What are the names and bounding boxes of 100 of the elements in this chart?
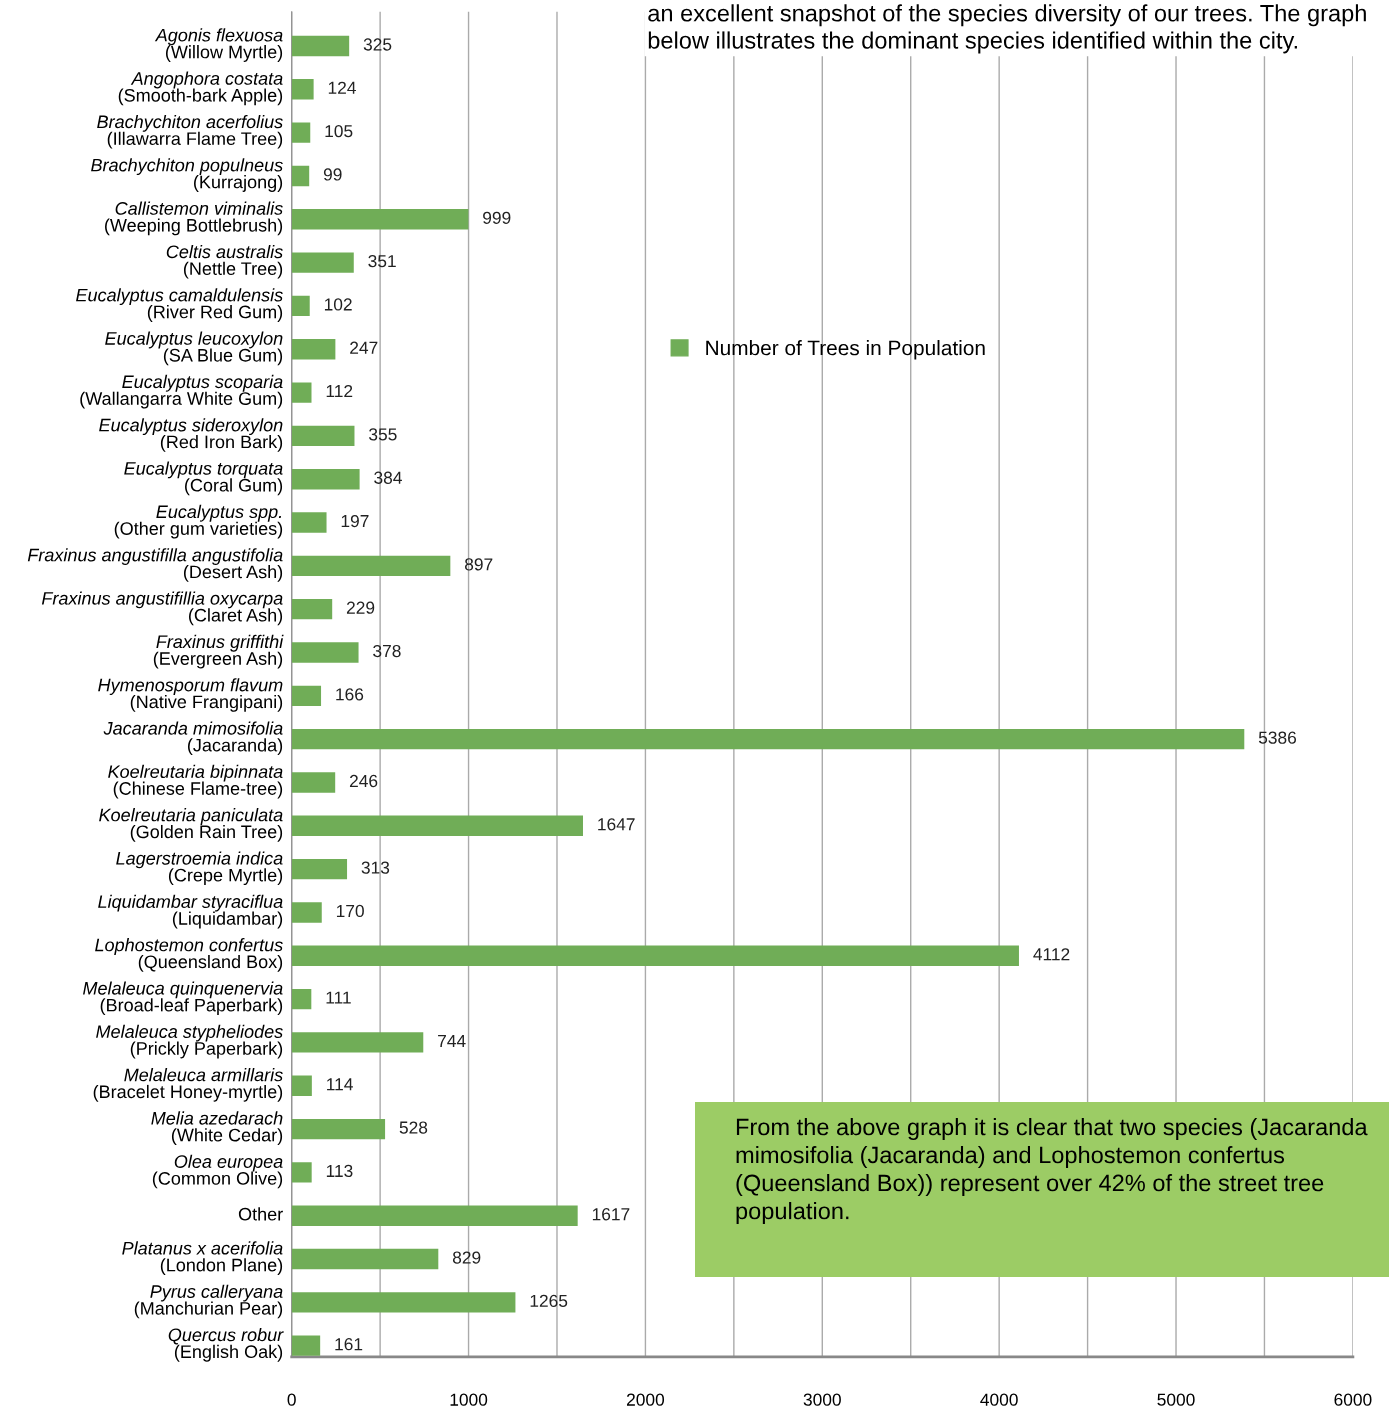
data-label: 897 — [464, 558, 493, 571]
bar — [291, 988, 312, 1010]
y-tick-label: Eucalyptus torquata (Coral Gum) — [124, 461, 283, 496]
y-tick-label: Platanus x acerifolia (London Plane) — [122, 1241, 283, 1275]
bar — [291, 555, 451, 577]
data-label: 246 — [349, 774, 378, 788]
y-tick-label: Liquidambar styraciflua (Liquidambar) — [98, 894, 283, 929]
bar — [291, 1205, 578, 1226]
bar — [291, 772, 336, 793]
bar — [291, 1118, 386, 1140]
bar — [291, 945, 1019, 966]
y-tick-label: Eucalyptus camaldulensis (River Red Gum) — [76, 288, 283, 322]
data-label: 528 — [399, 1121, 428, 1134]
data-label: 1617 — [592, 1208, 630, 1221]
y-tick-label: Melia azedarach (White Cedar) — [151, 1111, 283, 1146]
y-tick-label: Hymenosporum flavum (Native Frangipani) — [98, 678, 283, 712]
bar — [291, 858, 348, 880]
y-tick-label: Eucalyptus leucoxylon (SA Blue Gum) — [105, 331, 283, 366]
data-label: 325 — [363, 38, 392, 51]
y-tick-label: Quercus robur (English Oak) — [168, 1327, 284, 1362]
x-tick-label: 2000 — [626, 1393, 665, 1406]
bar — [291, 1075, 312, 1096]
y-tick-label: Koelreutaria bipinnata (Chinese Flame-tree) — [108, 764, 283, 799]
bar — [291, 902, 322, 923]
y-tick-label: Agonis flexuosa (Willow Myrtle) — [154, 28, 283, 62]
y-tick-label: Jacaranda mimosifolia (Jacaranda) — [103, 721, 283, 756]
bar — [291, 1032, 424, 1053]
data-label: 355 — [369, 428, 397, 441]
y-tick-label: Olea europea (Common Olive) — [152, 1154, 283, 1189]
bar — [291, 79, 314, 100]
data-label: 999 — [483, 211, 511, 224]
bar — [291, 295, 310, 317]
data-label: 124 — [328, 81, 356, 94]
data-label: 197 — [341, 514, 369, 528]
bar — [291, 165, 310, 187]
y-tick-label: Melaleuca armillaris (Bracelet Honey-myrtle) — [93, 1068, 283, 1102]
bar — [291, 1292, 516, 1313]
y-tick-label: Eucalyptus sideroxylon (Red Iron Bark) — [99, 418, 283, 452]
y-tick-label: Lophostemon confertus (Queensland Box) — [95, 938, 283, 972]
data-label: 384 — [374, 471, 402, 484]
data-label: 313 — [361, 861, 390, 874]
bar — [291, 815, 583, 836]
bar — [291, 425, 355, 447]
bar — [291, 1248, 439, 1270]
x-tick-label: 3000 — [803, 1393, 841, 1406]
y-tick-label: Brachychiton populneus (Kurrajong) — [91, 158, 283, 192]
bar — [291, 209, 469, 230]
y-tick-label: Eucalyptus scoparia (Wallangarra White Gum) — [80, 374, 283, 409]
data-label: 111 — [326, 991, 351, 1004]
data-label: 829 — [452, 1251, 481, 1264]
y-tick-label: Callistemon viminalis (Weeping Bottlebrush) — [105, 201, 283, 236]
data-label: 351 — [368, 254, 396, 268]
data-label: 4112 — [1033, 948, 1070, 961]
bar — [291, 35, 350, 57]
data-label: 5386 — [1258, 731, 1297, 744]
y-tick-label: Fraxinus angustifilla angustifolia (Desert Ash) — [27, 548, 283, 582]
y-tick-label: Angophora costata (Smooth-bark Apple) — [118, 71, 283, 106]
y-tick-label: Fraxinus angustifillia oxycarpa (Claret Ash) — [41, 591, 283, 626]
data-label: 105 — [325, 124, 353, 138]
x-tick-label: 0 — [287, 1393, 296, 1406]
data-label: 170 — [336, 904, 364, 918]
x-tick-label: 4000 — [980, 1393, 1018, 1406]
bar — [291, 252, 354, 273]
y-tick-label: Celtis australis (Nettle Tree) — [166, 244, 283, 279]
data-label: 161 — [335, 1338, 363, 1351]
data-label: 1647 — [598, 818, 635, 831]
bar — [291, 512, 327, 533]
data-label: 102 — [324, 298, 352, 311]
y-tick-label: Other — [238, 1207, 283, 1221]
annotation: an excellent snapshot of the species diversity of our trees. The graph below illustrates the dominant species identified within the city. — [648, 4, 1366, 54]
y-tick-label: Pyrus calleryana (Manchurian Pear) — [134, 1284, 283, 1319]
data-label: 114 — [327, 1078, 353, 1091]
y-tick-label: Koelreutaria paniculata (Golden Rain Tree) — [99, 808, 283, 842]
data-label: 229 — [346, 601, 375, 614]
bar — [291, 469, 360, 490]
y-tick-label: Fraxinus griffithi (Evergreen Ash) — [153, 634, 284, 669]
data-label: 1265 — [530, 1294, 568, 1308]
bar — [291, 1335, 321, 1356]
x-tick-label: 6000 — [1334, 1393, 1372, 1406]
y-tick-label: Lagerstroemia indica (Crepe Myrtle) — [116, 851, 283, 886]
data-label: 99 — [323, 168, 342, 181]
bar — [291, 1162, 312, 1183]
bar — [291, 382, 312, 403]
bar — [291, 599, 333, 620]
x-tick-label: 5000 — [1157, 1393, 1195, 1406]
y-tick-label: Melaleuca stypheliodes (Prickly Paperbark) — [96, 1024, 283, 1059]
bar — [291, 685, 322, 707]
data-label: 113 — [326, 1164, 353, 1178]
data-label: 744 — [438, 1034, 466, 1047]
y-tick-label: Eucalyptus spp. (Other gum varieties) — [114, 504, 283, 539]
bar — [291, 122, 311, 143]
bar — [291, 339, 336, 360]
data-label: 112 — [326, 384, 353, 398]
bar — [291, 728, 1245, 750]
data-label: 378 — [373, 644, 401, 658]
x-tick-label: 1000 — [450, 1393, 488, 1406]
data-label: 166 — [336, 688, 364, 701]
annotation: From the above graph it is clear that two species (Jacaranda mimosifolia (Jacaranda) and Lophostemon confertus (Queensland Box)) represent over 42% of the street tree population. — [736, 1118, 1368, 1225]
y-tick-label: Brachychiton acerfolius (Illawarra Flame Tree) — [97, 114, 283, 149]
bar — [291, 642, 359, 663]
